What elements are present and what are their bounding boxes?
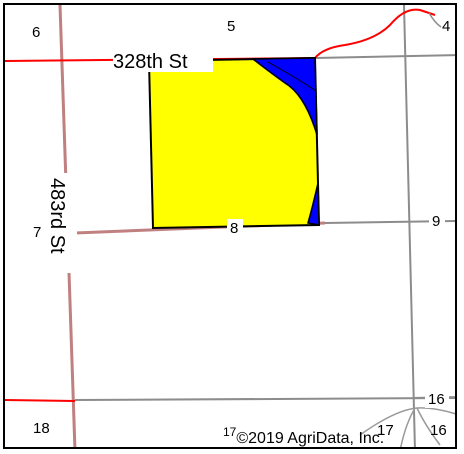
copyright-text: ©2019 AgriData, Inc. [236,430,384,447]
section-label-8: 8 [230,220,238,237]
road-label-483rd-bg [55,173,77,273]
field-blue-area-inner-line [267,61,317,92]
section-label-4: 4 [442,18,450,35]
section-label-17-overlap: 17 [377,422,394,439]
section-label-7: 7 [33,224,41,241]
map-canvas[interactable]: 328th St 483rd St 6 5 4 7 8 9 16 18 17 1… [5,5,457,449]
field-parcel[interactable] [147,56,321,230]
section-label-16: 16 [428,391,445,408]
section-label-18: 18 [33,420,50,437]
road-label-483rd-st: 483rd St [46,178,68,254]
road-south-west [5,399,76,402]
section-label-9-bg [429,212,445,230]
road-328th-st-east [314,8,436,59]
section-label-9: 9 [432,213,440,230]
field-blue-area[interactable] [250,57,318,136]
copyright-text-line: 17©2019 AgriData, Inc. [223,425,384,447]
section-label-6: 6 [32,24,40,41]
section-line-vertical-east [403,5,416,447]
map-frame[interactable]: 328th St 483rd St 6 5 4 7 8 9 16 18 17 1… [3,3,457,449]
section-label-17: 17 [223,425,237,439]
local-roads-southeast [359,407,455,447]
section-label-16-overlap: 16 [430,422,447,439]
section-label-5: 5 [227,18,235,35]
section-label-16b-bg [425,390,449,408]
field-blue-area-south[interactable] [307,182,320,226]
creek-line [428,12,442,28]
road-label-328th-bg [113,50,213,72]
road-label-328th-st: 328th St [113,51,188,73]
section-line-north [314,54,455,59]
section-label-8-bg [227,219,243,237]
section-line-south [74,397,455,401]
